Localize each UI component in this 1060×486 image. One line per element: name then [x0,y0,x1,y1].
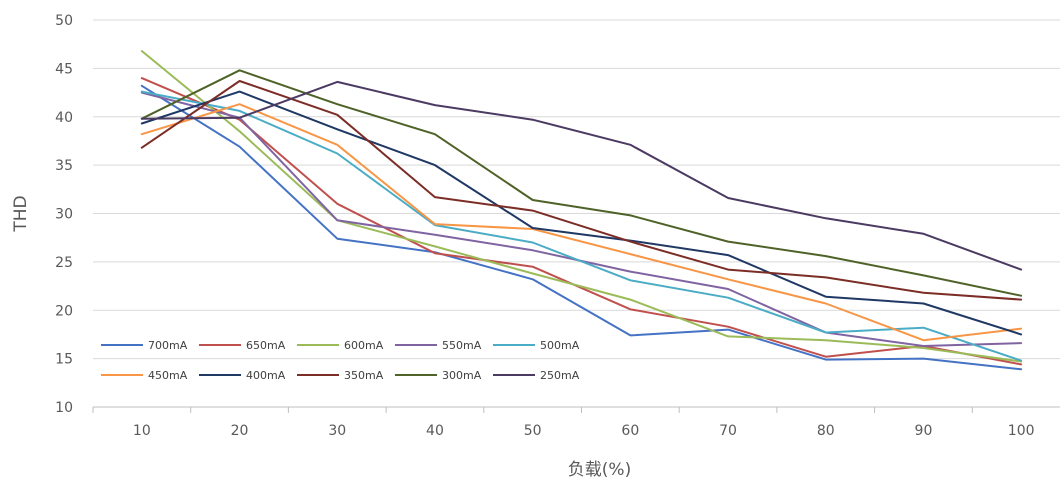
series-lines [140,50,1023,371]
y-tick-label: 35 [55,158,73,174]
x-tick-label: 40 [426,423,444,439]
legend-label-400mA: 400mA [246,369,286,382]
series-line-650mA [140,77,1023,366]
x-tick-label: 90 [915,423,933,439]
legend-label-350mA: 350mA [344,369,384,382]
y-axis-title: THD [11,195,31,232]
x-tick-label: 30 [328,423,346,439]
x-tick-label: 80 [817,423,835,439]
x-tick-label: 100 [1008,423,1035,439]
series-line-250mA [140,80,1023,271]
legend: 700mA 650mA 600mA 550mA 500mA 450mA 400mA 350mA… [101,339,580,382]
series-line-350mA [140,80,1023,301]
legend-label-450mA: 450mA [148,369,188,382]
x-tick-label: 10 [133,423,151,439]
y-tick-label: 15 [55,352,73,368]
series-line-300mA [140,69,1023,297]
y-tick-label: 40 [55,110,73,126]
y-tick-label: 50 [55,13,73,29]
axes: 10 15 20 25 30 35 40 45 50 10 20 30 40 50 60 70 80 90 100 [55,13,1034,439]
y-tick-label: 45 [55,61,73,77]
x-tick-label: 50 [524,423,542,439]
legend-label-250mA: 250mA [540,369,580,382]
series-line-700mA [140,84,1023,371]
y-tick-label: 30 [55,207,73,223]
x-tick-label: 60 [621,423,639,439]
series-line-600mA [140,50,1023,363]
series-line-400mA [140,90,1023,336]
legend-label-500mA: 500mA [540,339,580,352]
legend-label-700mA: 700mA [148,339,188,352]
y-tick-label: 20 [55,303,73,319]
grid [93,19,1060,408]
legend-label-600mA: 600mA [344,339,384,352]
legend-label-550mA: 550mA [442,339,482,352]
series-line-500mA [140,90,1023,362]
series-line-450mA [140,103,1023,342]
x-tick-label: 20 [231,423,249,439]
legend-label-650mA: 650mA [246,339,286,352]
y-tick-label: 10 [55,400,73,416]
legend-label-300mA: 300mA [442,369,482,382]
x-axis-title: 负载(%) [568,460,631,480]
y-tick-label: 25 [55,255,73,271]
x-tick-label: 70 [719,423,737,439]
